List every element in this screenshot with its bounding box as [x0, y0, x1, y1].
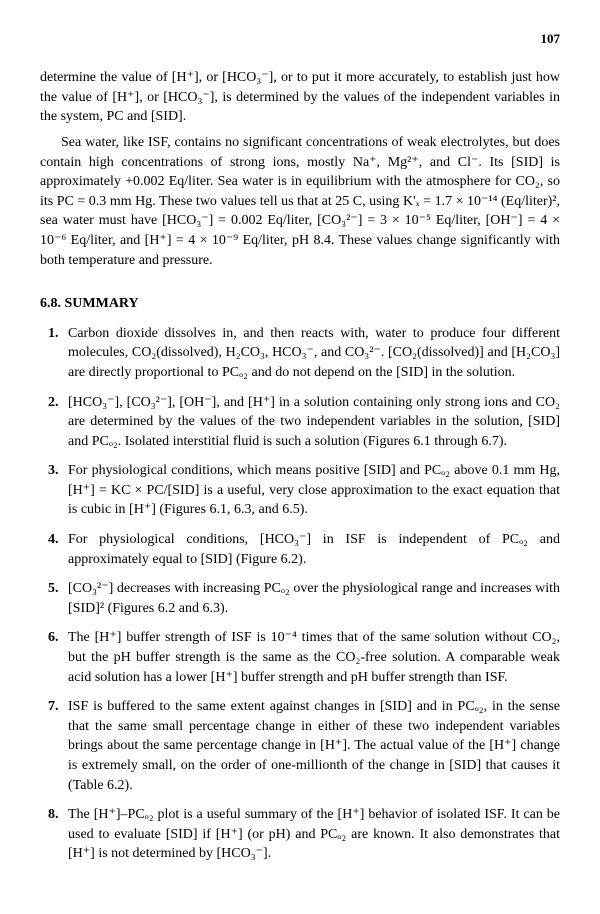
summary-item: The [H⁺] buffer strength of ISF is 10⁻⁴ …	[62, 628, 560, 687]
summary-item: Carbon dioxide dissolves in, and then re…	[62, 324, 560, 383]
body-paragraph-1: determine the value of [H⁺], or [HCO₃⁻],…	[40, 68, 560, 127]
summary-item: For physiological conditions, [HCO₃⁻] in…	[62, 530, 560, 569]
summary-item: ISF is buffered to the same extent again…	[62, 697, 560, 795]
summary-item: The [H⁺]–PCₒ₂ plot is a useful summary o…	[62, 805, 560, 864]
summary-item: [HCO₃⁻], [CO₃²⁻], [OH⁻], and [H⁺] in a s…	[62, 393, 560, 452]
page-number: 107	[40, 30, 560, 48]
section-heading: 6.8. SUMMARY	[40, 294, 560, 314]
body-paragraph-2: Sea water, like ISF, contains no signifi…	[40, 133, 560, 270]
summary-list: Carbon dioxide dissolves in, and then re…	[40, 324, 560, 864]
summary-item: [CO₃²⁻] decreases with increasing PCₒ₂ o…	[62, 579, 560, 618]
summary-item: For physiological conditions, which mean…	[62, 461, 560, 520]
